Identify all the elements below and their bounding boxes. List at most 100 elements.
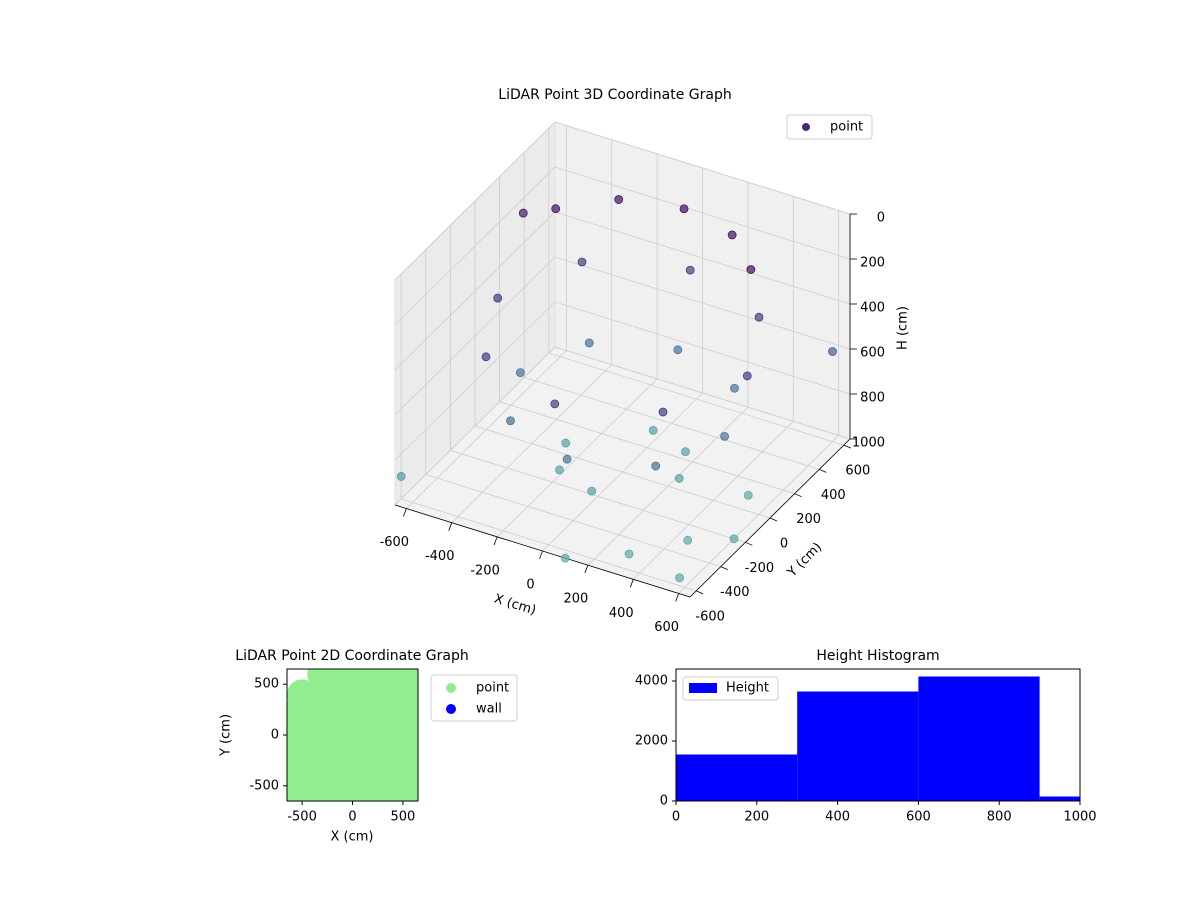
point [720, 431, 730, 441]
point [397, 780, 418, 801]
grid-line [394, 346, 556, 506]
point [742, 371, 752, 381]
y-axis-label: Y (cm) [784, 540, 825, 581]
tick-mark [493, 536, 498, 545]
tick-mark [402, 508, 407, 517]
y-tick-label: 2000 [635, 734, 668, 749]
point [651, 461, 661, 471]
y-tick-label: 4000 [635, 674, 668, 689]
y-tick-label: 400 [821, 488, 846, 503]
z-tick-label: 0 [877, 211, 885, 226]
point [675, 573, 685, 583]
y-tick-label: 0 [780, 537, 788, 552]
point [562, 454, 572, 464]
point [730, 383, 739, 393]
tick-mark [675, 593, 680, 602]
point [754, 312, 764, 322]
x-axis-label: X (cm) [331, 830, 374, 845]
z-tick-label: 1000 [852, 436, 885, 451]
point [587, 486, 597, 496]
grid-line [554, 166, 851, 260]
point [396, 472, 406, 481]
grid-line [554, 346, 851, 440]
x-tick-label: 400 [825, 810, 850, 825]
y-tick-label: 600 [845, 464, 870, 479]
legend-box [786, 114, 873, 140]
x-tick-label: -400 [425, 549, 455, 564]
tick-mark [720, 566, 728, 570]
grid-line [474, 425, 771, 519]
x-tick-label: 200 [563, 592, 588, 607]
legend-box [682, 676, 779, 701]
point [828, 347, 837, 356]
y-axis-line [689, 438, 851, 598]
z-tick-label: 800 [860, 391, 885, 406]
grid-line [524, 377, 820, 470]
grid-line [394, 121, 556, 281]
grid-line [554, 121, 851, 215]
x-tick-label: 400 [609, 606, 634, 621]
grid-line [394, 256, 556, 416]
tick-mark [843, 444, 852, 449]
x-axis-label: X (cm) [492, 592, 538, 619]
legend-label: point [476, 681, 509, 696]
legend-marker [446, 704, 456, 714]
point [658, 407, 668, 417]
y-axis-label: Y (cm) [219, 714, 234, 757]
chart-title: Height Histogram [816, 648, 939, 664]
point [560, 553, 570, 563]
point [673, 345, 683, 355]
x-tick-label: 800 [987, 810, 1012, 825]
z-axis-label: H (cm) [896, 306, 911, 350]
legend-marker [802, 123, 810, 131]
x-tick-label: 1000 [1063, 810, 1096, 825]
point [515, 368, 525, 378]
y-tick-label: 500 [254, 677, 279, 692]
point [614, 195, 624, 204]
x-tick-label: 0 [348, 810, 356, 825]
point [685, 265, 695, 275]
grid-line [548, 352, 844, 446]
legend-box [430, 674, 518, 722]
axes-frame [675, 668, 1081, 802]
tick-mark [448, 522, 453, 531]
point [506, 416, 515, 426]
legend-marker [446, 683, 456, 693]
x-tick-label: 600 [654, 620, 679, 635]
point [746, 265, 756, 274]
bar [918, 676, 1040, 801]
point [550, 399, 560, 409]
z-tick-label: 600 [860, 346, 885, 361]
point [493, 293, 503, 303]
tick-mark [695, 590, 704, 595]
x-tick-label: -500 [287, 810, 317, 825]
chart-title: LiDAR Point 3D Coordinate Graph [498, 87, 731, 103]
point [729, 534, 739, 544]
point [577, 257, 587, 267]
point [624, 549, 634, 559]
tick-mark [769, 517, 778, 522]
y-tick-label: -400 [720, 585, 750, 600]
grid-line [450, 449, 746, 543]
y-tick-label: 200 [796, 512, 821, 527]
point [727, 230, 737, 240]
tick-mark [629, 579, 634, 588]
x-tick-label: 0 [526, 578, 534, 593]
bar [676, 754, 798, 801]
tick-mark [539, 550, 543, 560]
tick-mark [745, 541, 753, 546]
point [561, 438, 571, 448]
point [674, 474, 684, 483]
bar [1039, 796, 1080, 801]
x-tick-label: 600 [906, 810, 931, 825]
point [555, 465, 564, 475]
legend-marker [689, 683, 717, 693]
y-tick-label: 0 [271, 728, 279, 743]
point [743, 490, 753, 500]
plot-area [287, 669, 418, 801]
x-tick-label: 200 [744, 810, 769, 825]
point [681, 447, 690, 457]
grid-line [499, 401, 795, 495]
legend-label: Height [726, 681, 769, 696]
legend-label: point [830, 120, 863, 135]
